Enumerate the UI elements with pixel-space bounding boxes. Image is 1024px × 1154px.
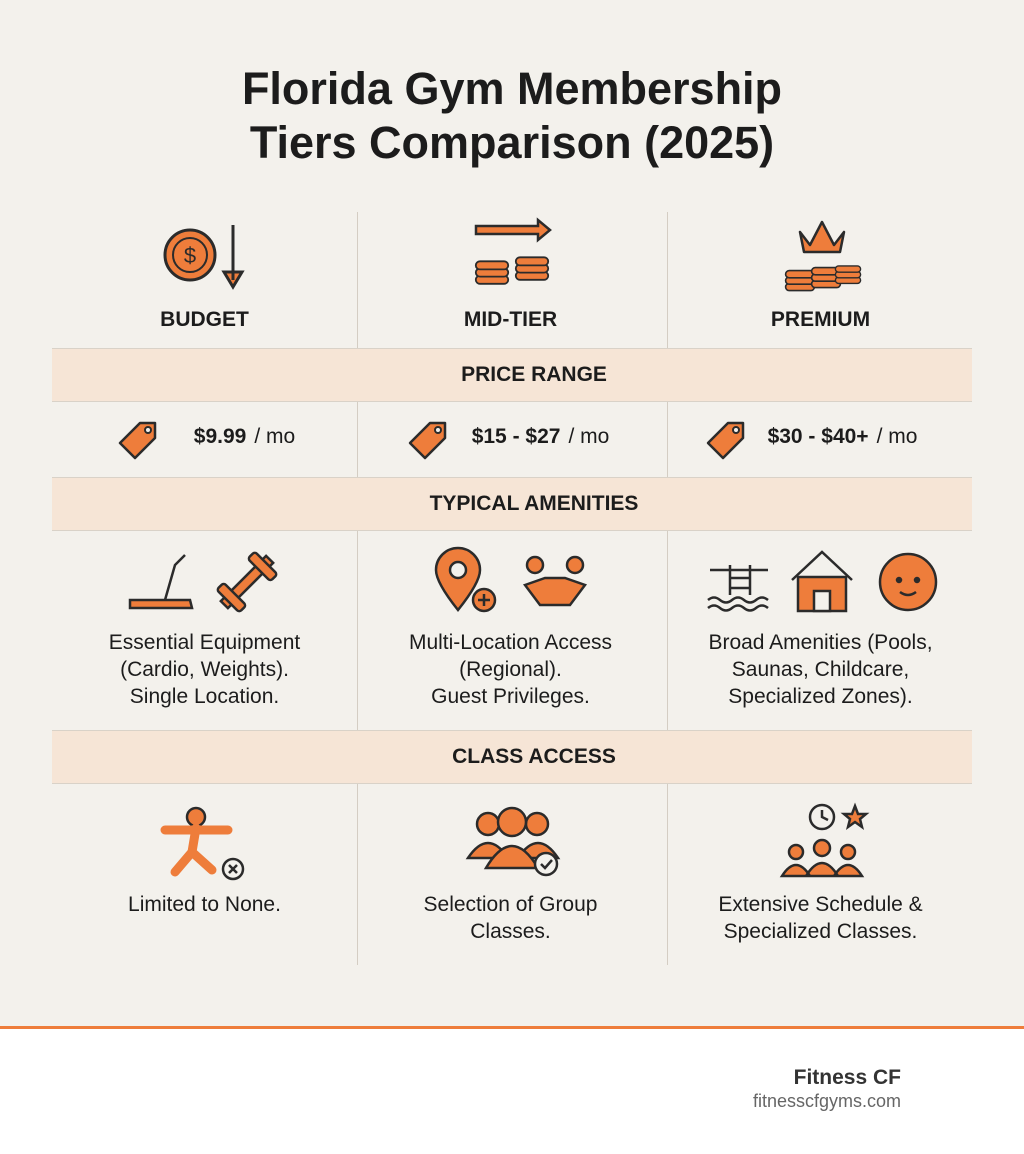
class-cell: Limited to None. — [52, 891, 357, 918]
title: Florida Gym Membership Tiers Comparison … — [0, 62, 1024, 170]
divider — [357, 783, 358, 965]
divider — [357, 212, 358, 348]
section-label: TYPICAL AMENITIES — [429, 492, 639, 515]
budget-class-icon — [160, 806, 245, 881]
premium-class-icon — [779, 802, 870, 878]
section-label: PRICE RANGE — [461, 363, 607, 386]
url: fitnesscfgyms.com — [752, 1091, 901, 1111]
price-cell: $15 - $27 / mo — [388, 425, 693, 449]
premium-icon — [784, 220, 862, 292]
class-cell: Selection of Group Classes. — [358, 891, 663, 945]
column-label: MID-TIER — [463, 308, 558, 331]
divider — [667, 530, 668, 730]
section-band: PRICE RANGE — [52, 348, 972, 402]
price: $9.99 — [193, 425, 247, 448]
title-line: Florida Gym Membership — [241, 63, 783, 114]
amenities-cell: Multi-Location Access (Regional). Guest Pr… — [358, 629, 663, 710]
title-line: Tiers Comparison (2025) — [249, 117, 775, 168]
mid-amenity-icons — [434, 546, 588, 613]
section-band: CLASS ACCESS — [52, 730, 972, 784]
cell-line: (Regional). — [459, 658, 562, 681]
cell-line: Extensive Schedule & — [718, 893, 923, 916]
cell-line: Selection of Group — [423, 893, 598, 916]
amenities-cell: Essential Equipment (Cardio, Weights). Sin… — [52, 629, 357, 710]
price-cell: $9.99 / mo — [92, 425, 397, 449]
cell-line: Limited to None. — [128, 893, 281, 916]
footer — [0, 1026, 1024, 1154]
column-label: BUDGET — [160, 308, 249, 331]
cell-line: Specialized Classes. — [723, 920, 918, 943]
class-cell: Extensive Schedule & Specialized Classes. — [668, 891, 973, 945]
divider — [667, 400, 668, 477]
price: $30 - $40+ — [767, 425, 869, 448]
cell-line: Saunas, Childcare, — [731, 658, 910, 681]
divider — [357, 530, 358, 730]
budget-icon: $ — [163, 225, 245, 290]
divider — [667, 783, 668, 965]
cell-line: Guest Privileges. — [431, 685, 590, 708]
column-label: PREMIUM — [770, 308, 871, 331]
premium-amenity-icons — [707, 550, 938, 613]
cell-line: Broad Amenities (Pools, — [708, 631, 933, 654]
svg-text:$: $ — [184, 243, 196, 268]
section-band: TYPICAL AMENITIES — [52, 477, 972, 531]
price: $15 - $27 — [471, 425, 561, 448]
divider — [667, 212, 668, 348]
cell-line: Single Location. — [129, 685, 280, 708]
price-unit: / mo — [254, 425, 296, 448]
cell-line: Specialized Zones). — [728, 685, 913, 708]
mid-class-icon — [465, 806, 561, 877]
cell-line: Multi-Location Access — [408, 631, 613, 654]
price-unit: / mo — [568, 425, 610, 448]
price-cell: $30 - $40+ / mo — [690, 425, 995, 449]
brand: Fitness CF — [793, 1066, 901, 1089]
cell-line: Essential Equipment — [108, 631, 301, 654]
budget-amenity-icons — [128, 551, 278, 613]
cell-line: Classes. — [470, 920, 551, 943]
cell-line: (Cardio, Weights). — [120, 658, 289, 681]
price-unit: / mo — [876, 425, 918, 448]
section-label: CLASS ACCESS — [452, 745, 616, 768]
amenities-cell: Broad Amenities (Pools, Saunas, Childcare… — [668, 629, 973, 710]
divider — [357, 400, 358, 477]
mid-tier-icon — [474, 217, 552, 285]
